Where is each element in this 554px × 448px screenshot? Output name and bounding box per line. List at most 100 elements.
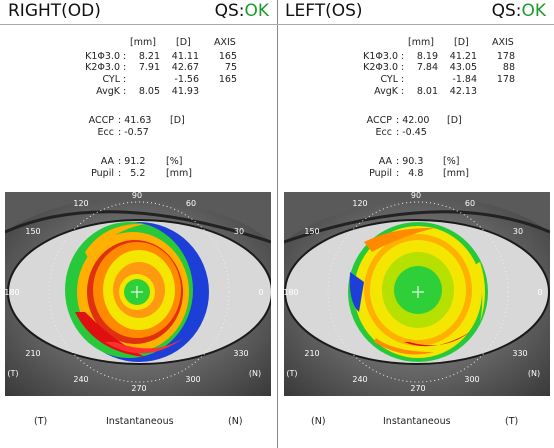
left-row-avgk-mm: 8.01 <box>416 86 438 97</box>
panel-divider <box>277 0 278 448</box>
right-axis-270: 270 <box>131 384 146 393</box>
right-row-cyl-d: -1.56 <box>174 74 199 85</box>
right-row-avgk-sep: : <box>123 86 127 97</box>
right-axis-330: 330 <box>233 349 248 358</box>
left-row-k2-d: 43.05 <box>449 62 477 73</box>
right-row-k2-label: K2Φ3.0 <box>85 62 120 73</box>
right-axis-lower-left: (T) <box>7 369 18 378</box>
right-row-cyl-label: CYL <box>102 74 120 85</box>
right-row-k1-mm: 8.21 <box>138 51 160 62</box>
left-row-avgk-d: 42.13 <box>449 86 477 97</box>
left-row-avgk-sep: : <box>401 86 405 97</box>
left-axis-150: 150 <box>304 227 319 236</box>
left-axis-30: 30 <box>513 227 523 236</box>
right-eye-panel: RIGHT(OD) QS:OK [mm] [D] AXIS K1Φ3.0 : 8… <box>0 1 277 427</box>
right-row-avgk-label: AvgK <box>96 86 120 97</box>
right-axis-0: 0 <box>258 288 263 297</box>
left-qs-status: QS:OK <box>492 1 546 21</box>
right-qs-label: QS: <box>214 1 245 21</box>
left-row-cyl-label: CYL <box>380 74 398 85</box>
left-topography-map[interactable]: 90 60 120 30 150 0 180 210 330 240 300 2… <box>284 192 550 396</box>
right-row-k2-d: 42.67 <box>171 62 199 73</box>
right-header-rule <box>0 24 277 25</box>
right-qs-status: QS:OK <box>215 1 269 21</box>
right-row-k1-label: K1Φ3.0 <box>85 51 120 62</box>
right-col-d-header: [D] <box>176 37 191 48</box>
right-axis-120: 120 <box>73 199 88 208</box>
left-accp-label: ACCP <box>366 115 392 126</box>
left-eye-title: LEFT(OS) <box>285 1 363 21</box>
right-col-mm-header: [mm] <box>130 37 156 48</box>
left-ecc-value: : -0.45 <box>396 127 427 138</box>
left-qs-label: QS: <box>491 1 522 21</box>
left-row-k2-label: K2Φ3.0 <box>363 62 398 73</box>
right-qs-value: OK <box>244 1 269 21</box>
right-row-k2-sep: : <box>123 62 127 73</box>
left-col-d-header: [D] <box>454 37 469 48</box>
right-accp-value: : 41.63 <box>118 115 152 126</box>
right-eye-image: 90 60 120 30 150 0 180 210 330 240 300 2… <box>5 192 271 396</box>
left-qs-value: OK <box>521 1 546 21</box>
right-row-avgk-d: 41.93 <box>171 86 199 97</box>
left-pupil-value: : 4.8 <box>396 168 424 179</box>
left-axis-300: 300 <box>464 375 479 384</box>
left-footer-left: (N) <box>311 416 326 427</box>
right-row-k2-axis: 75 <box>224 62 237 73</box>
left-col-axis-header: AXIS <box>492 37 514 48</box>
left-aa-label: AA <box>378 156 392 167</box>
left-aa-unit: [%] <box>443 156 460 167</box>
left-row-k1-sep: : <box>401 51 405 62</box>
left-aa-value: : 90.3 <box>396 156 424 167</box>
left-axis-90: 90 <box>411 192 421 200</box>
right-pupil-unit: [mm] <box>166 168 192 179</box>
right-axis-180: 180 <box>5 288 20 297</box>
right-footer-right: (N) <box>228 416 243 427</box>
left-axis-0: 0 <box>537 288 542 297</box>
left-axis-lower-right: (N) <box>528 369 540 378</box>
right-row-cyl-axis: 165 <box>218 74 237 85</box>
left-axis-120: 120 <box>352 199 367 208</box>
left-axis-210: 210 <box>304 349 319 358</box>
right-eye-title: RIGHT(OD) <box>8 1 101 21</box>
left-axis-60: 60 <box>465 199 475 208</box>
left-ecc-label: Ecc <box>375 127 392 138</box>
right-row-k1-d: 41.11 <box>171 51 199 62</box>
left-accp-unit: [D] <box>447 115 462 126</box>
right-pupil-value: : 5.2 <box>118 168 146 179</box>
right-row-k1-axis: 165 <box>218 51 237 62</box>
right-row-k1-sep: : <box>123 51 127 62</box>
right-accp-label: ACCP <box>88 115 114 126</box>
left-header-rule <box>277 24 554 25</box>
right-axis-lower-right: (N) <box>249 369 261 378</box>
left-pupil-unit: [mm] <box>443 168 469 179</box>
left-row-k2-sep: : <box>401 62 405 73</box>
right-pupil-label: Pupil <box>91 168 114 179</box>
left-eye-panel: LEFT(OS) QS:OK [mm] [D] AXIS K1Φ3.0 : 8.… <box>277 0 554 448</box>
left-axis-330: 330 <box>512 349 527 358</box>
right-accp-unit: [D] <box>170 115 185 126</box>
left-axis-lower-left: (T) <box>286 369 297 378</box>
left-footer-center: Instantaneous <box>383 416 451 427</box>
left-row-k2-mm: 7.84 <box>416 62 438 73</box>
left-row-k1-mm: 8.19 <box>416 51 438 62</box>
right-footer-center: Instantaneous <box>106 416 174 427</box>
left-footer-right: (T) <box>505 416 519 427</box>
right-axis-240: 240 <box>73 375 88 384</box>
right-axis-300: 300 <box>185 375 200 384</box>
left-row-cyl-sep: : <box>401 74 405 85</box>
left-row-k2-axis: 88 <box>502 62 515 73</box>
right-ecc-value: : -0.57 <box>118 127 149 138</box>
right-aa-label: AA <box>100 156 114 167</box>
left-axis-240: 240 <box>352 375 367 384</box>
right-topography-map[interactable]: 90 60 120 30 150 0 180 210 330 240 300 2… <box>5 192 271 396</box>
left-row-k1-axis: 178 <box>496 51 515 62</box>
left-axis-270: 270 <box>410 384 425 393</box>
right-axis-150: 150 <box>25 227 40 236</box>
right-axis-90: 90 <box>132 192 142 200</box>
left-axis-180: 180 <box>284 288 299 297</box>
left-row-k1-label: K1Φ3.0 <box>363 51 398 62</box>
right-aa-unit: [%] <box>166 156 183 167</box>
left-row-avgk-label: AvgK <box>374 86 398 97</box>
right-row-cyl-sep: : <box>123 74 127 85</box>
right-row-avgk-mm: 8.05 <box>138 86 160 97</box>
